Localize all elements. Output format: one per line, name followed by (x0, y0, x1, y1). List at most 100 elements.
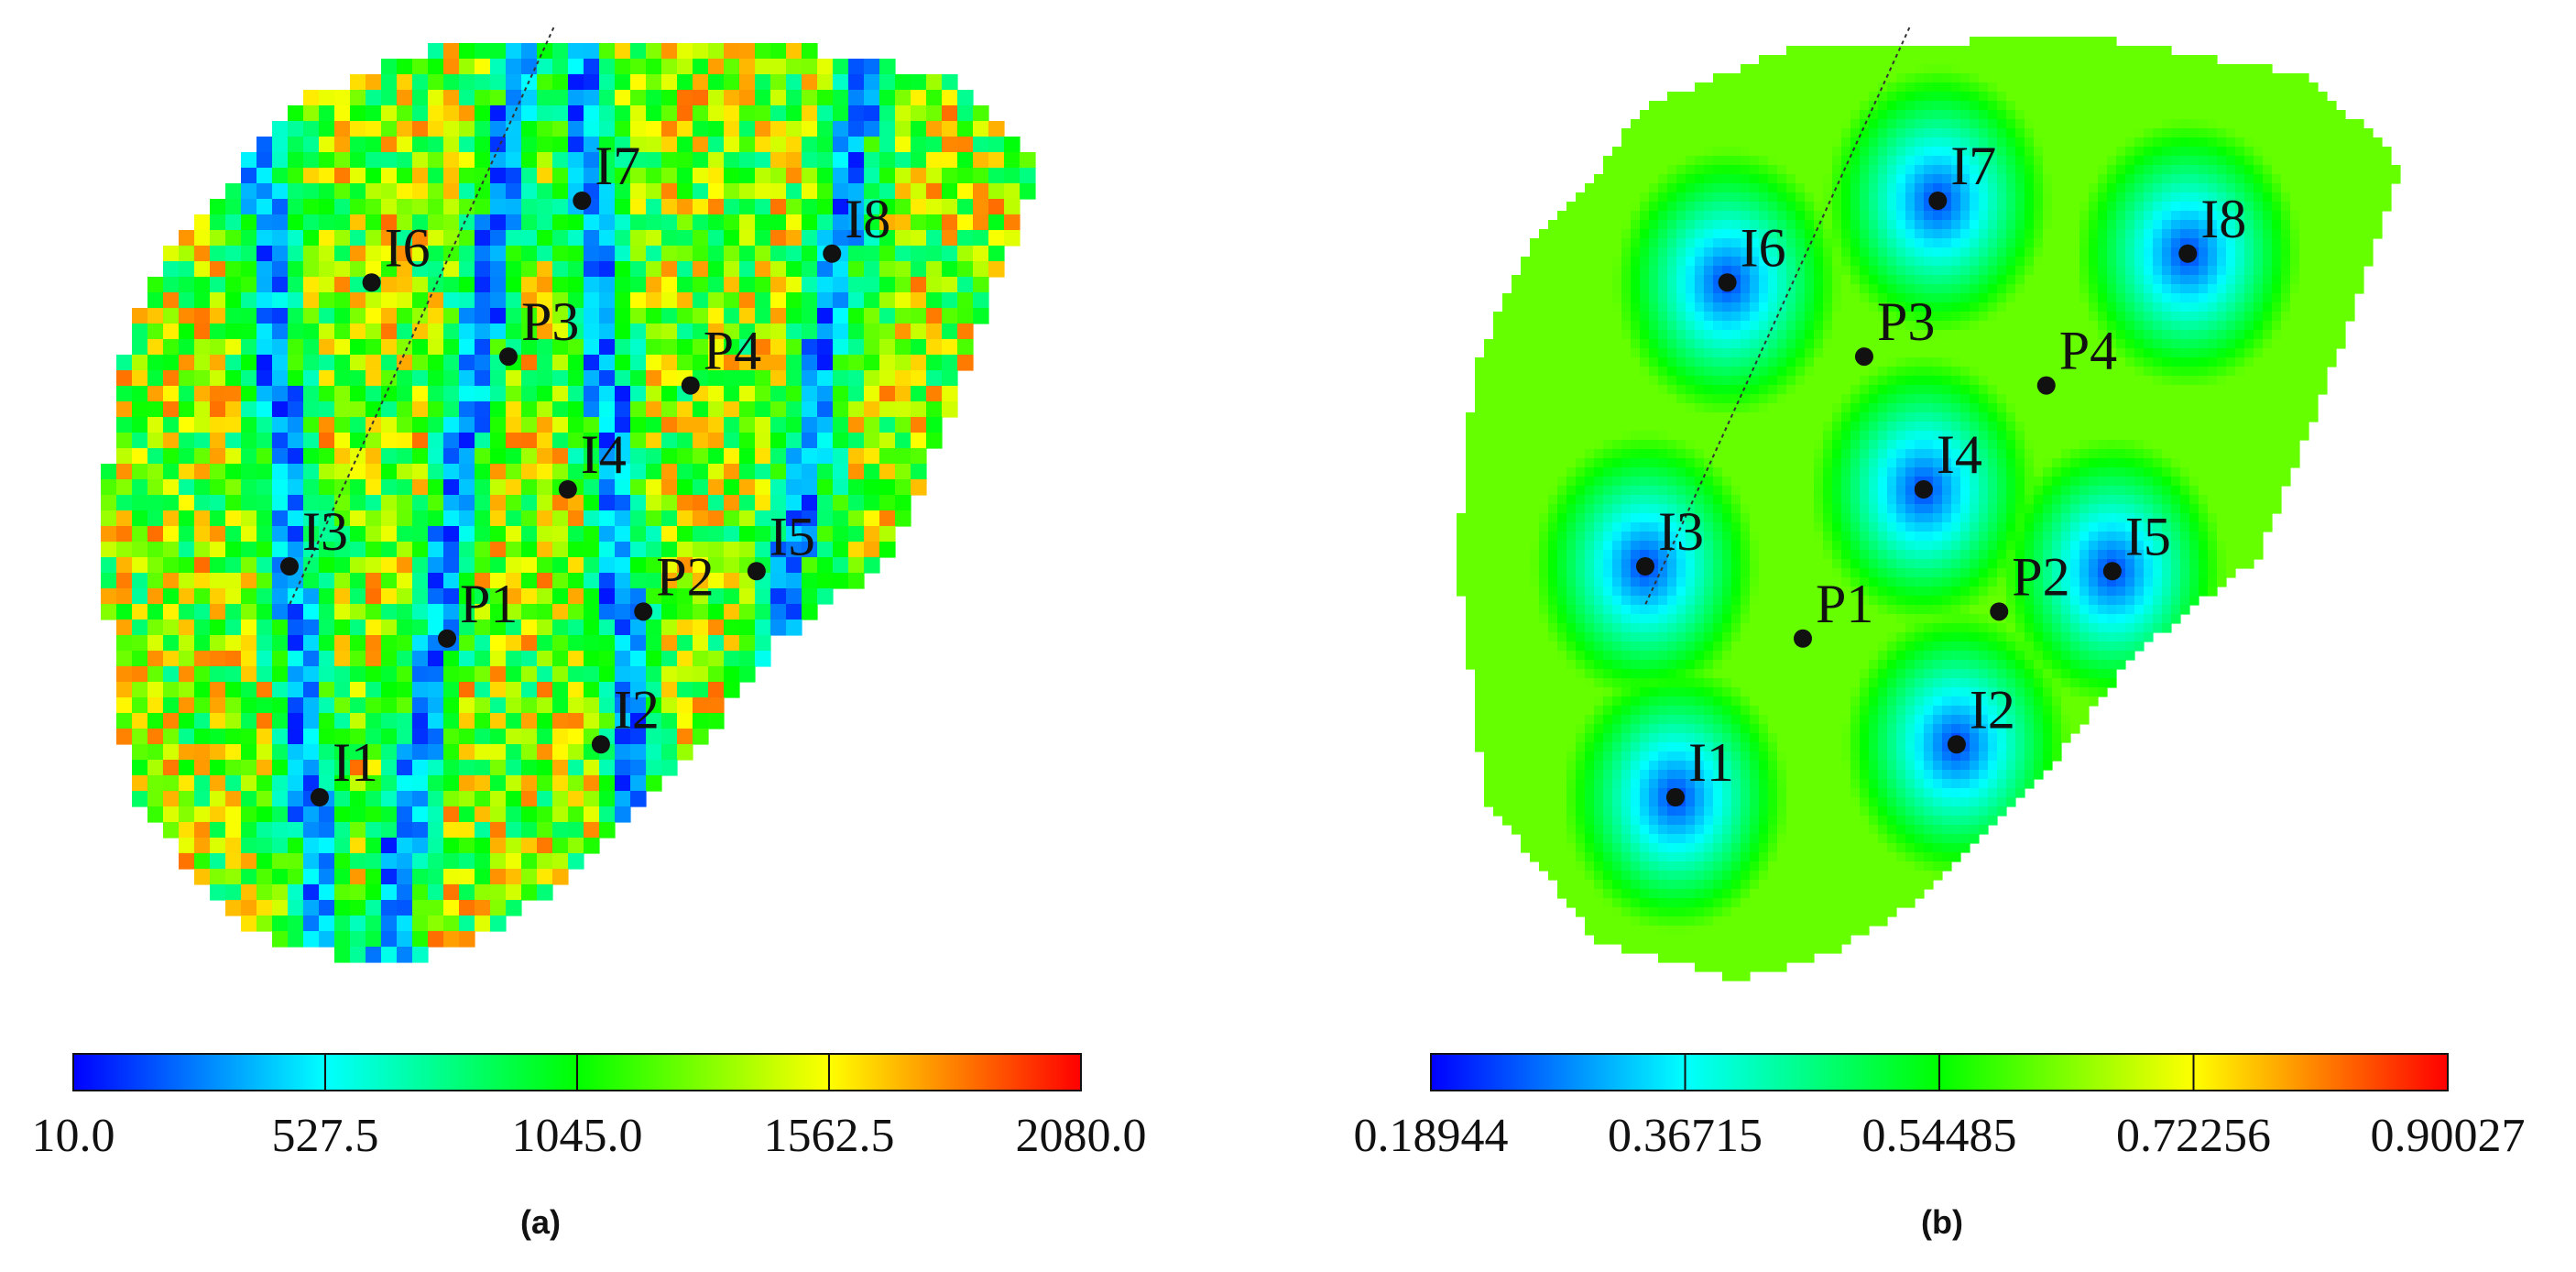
heatmap-cell (2116, 247, 2126, 258)
heatmap-cell (677, 121, 693, 137)
heatmap-cell (2052, 238, 2062, 248)
heatmap-cell (1878, 183, 1888, 193)
heatmap-cell (942, 308, 958, 324)
heatmap-cell (2034, 275, 2044, 285)
heatmap-cell (1860, 147, 1870, 157)
heatmap-cell (879, 199, 896, 215)
heatmap-cell (2263, 183, 2273, 193)
heatmap-cell (1841, 284, 1851, 294)
heatmap-cell (241, 417, 257, 433)
heatmap-cell (272, 433, 289, 449)
heatmap-cell (661, 635, 678, 652)
heatmap-cell (693, 183, 709, 200)
heatmap-cell (2061, 82, 2071, 93)
heatmap-cell (1951, 266, 1961, 276)
heatmap-cell (1988, 128, 1998, 138)
heatmap-cell (630, 557, 647, 574)
heatmap-cell (833, 526, 849, 543)
heatmap-cell (973, 246, 989, 262)
heatmap-cell (693, 43, 709, 60)
heatmap-cell (1548, 220, 1558, 230)
heatmap-cell (2318, 211, 2328, 221)
heatmap-cell (397, 573, 413, 589)
heatmap-cell (2299, 275, 2309, 285)
heatmap-cell (2043, 229, 2053, 239)
heatmap-cell (475, 697, 491, 714)
heatmap-cell (334, 651, 351, 667)
heatmap-cell (1905, 238, 1916, 248)
heatmap-cell (1741, 92, 1751, 102)
heatmap-cell (1805, 119, 1815, 129)
heatmap-cell (755, 323, 771, 340)
heatmap-cell (350, 137, 366, 153)
heatmap-cell (1951, 192, 1961, 203)
heatmap-cell (864, 261, 880, 278)
heatmap-cell (630, 775, 647, 792)
heatmap-cell (2015, 92, 2025, 102)
heatmap-cell (739, 386, 756, 402)
heatmap-cell (1786, 266, 1796, 276)
heatmap-cell (2336, 192, 2346, 203)
heatmap-cell (366, 417, 382, 433)
heatmap-cell (443, 760, 460, 776)
heatmap-cell (1731, 312, 1741, 322)
heatmap-cell (303, 604, 320, 620)
heatmap-cell (677, 137, 693, 153)
heatmap-cell (428, 199, 444, 215)
heatmap-cell (599, 775, 616, 792)
heatmap-cell (1576, 247, 1586, 258)
heatmap-cell (1612, 202, 1622, 212)
heatmap-cell (1649, 165, 1659, 175)
heatmap-cell (2034, 110, 2044, 120)
heatmap-cell (2134, 202, 2145, 212)
heatmap-cell (1777, 119, 1787, 129)
heatmap-cell (677, 74, 693, 91)
heatmap-cell (2171, 293, 2181, 303)
heatmap-cell (428, 386, 444, 402)
heatmap-cell (1970, 165, 1980, 175)
heatmap-cell (2116, 137, 2126, 148)
heatmap-cell (2015, 110, 2025, 120)
heatmap-cell (179, 635, 195, 652)
heatmap-cell (630, 448, 647, 465)
heatmap-cell (1796, 165, 1806, 175)
heatmap-cell (475, 573, 491, 589)
heatmap-cell (1796, 293, 1806, 303)
heatmap-cell (942, 339, 958, 356)
heatmap-cell (739, 90, 756, 106)
heatmap-cell (210, 729, 226, 745)
heatmap-cell (864, 230, 880, 247)
heatmap-cell (646, 760, 662, 776)
heatmap-cell (2244, 293, 2254, 303)
heatmap-cell (1997, 247, 2007, 258)
heatmap-cell (2180, 73, 2190, 83)
heatmap-cell (552, 760, 569, 776)
heatmap-cell (1750, 101, 1760, 111)
heatmap-cell (2006, 110, 2016, 120)
heatmap-cell (615, 729, 631, 745)
heatmap-cell (1512, 302, 1522, 313)
heatmap-cell (2153, 275, 2163, 285)
heatmap-cell (1777, 192, 1787, 203)
heatmap-cell (2134, 156, 2145, 166)
heatmap-cell (2153, 202, 2163, 212)
heatmap-cell (942, 261, 958, 278)
heatmap-cell (879, 339, 896, 356)
heatmap-cell (257, 183, 273, 200)
heatmap-cell (1887, 92, 1897, 102)
heatmap-cell (848, 214, 865, 231)
heatmap-cell (786, 604, 802, 620)
heatmap-cell (1768, 55, 1778, 65)
heatmap-cell (428, 760, 444, 776)
heatmap-cell (1576, 220, 1586, 230)
heatmap-cell (615, 666, 631, 683)
heatmap-cell (1924, 238, 1934, 248)
heatmap-cell (1933, 165, 1943, 175)
heatmap-cell (2226, 110, 2236, 120)
heatmap-cell (241, 604, 257, 620)
heatmap-cell (163, 822, 180, 839)
heatmap-cell (475, 791, 491, 807)
heatmap-cell (132, 386, 148, 402)
heatmap-cell (630, 479, 647, 496)
heatmap-cell (2006, 293, 2016, 303)
